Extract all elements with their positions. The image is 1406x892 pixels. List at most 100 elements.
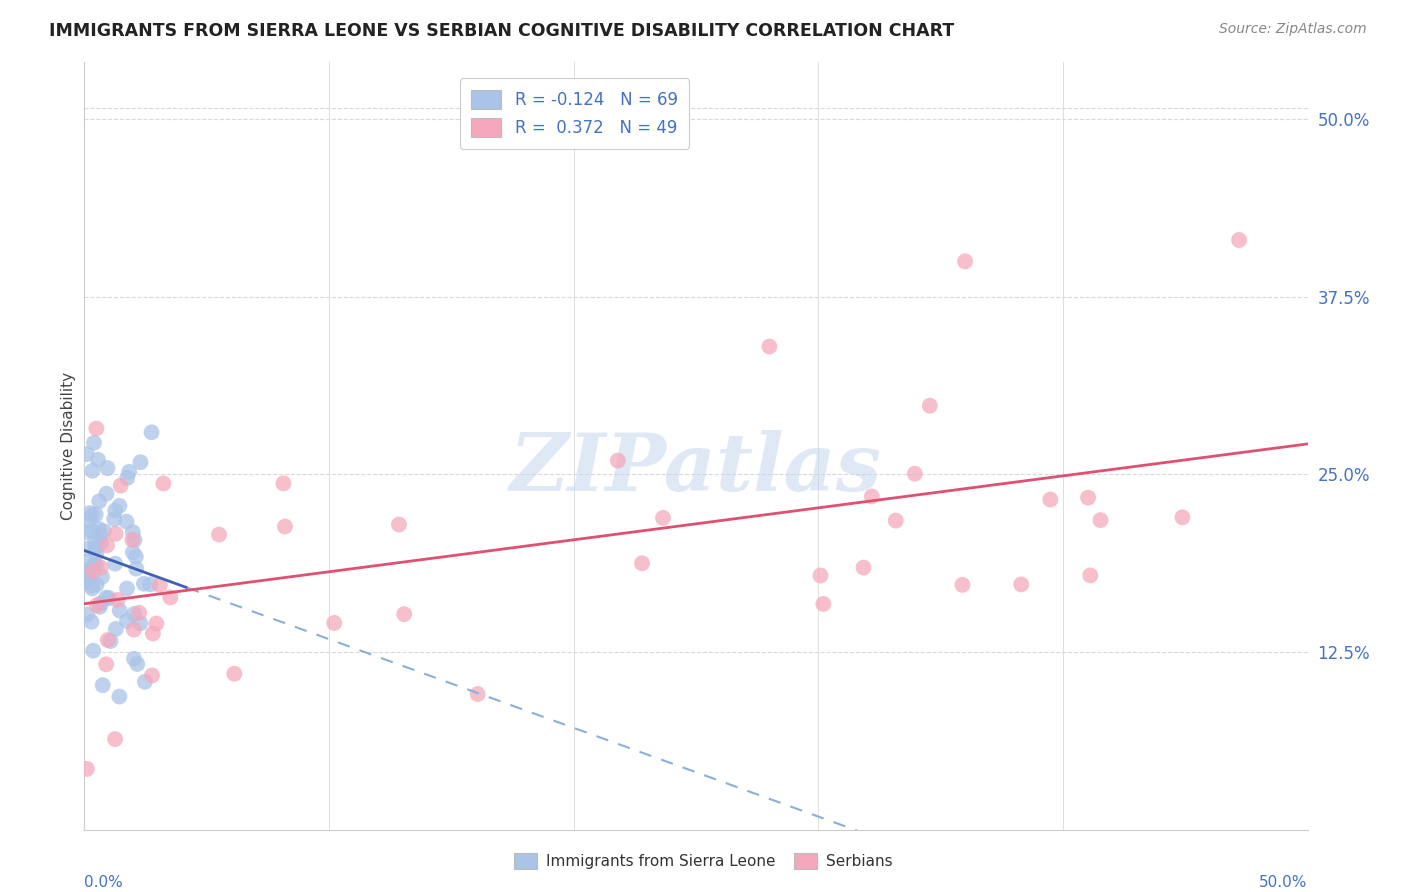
- Point: [117, 471, 139, 485]
- Point: [100, 634, 122, 648]
- Point: [76, 525, 98, 540]
- Point: [224, 666, 246, 681]
- Point: [141, 668, 163, 682]
- Point: [149, 578, 172, 592]
- Point: [129, 616, 152, 631]
- Point: [108, 690, 131, 704]
- Point: [950, 578, 973, 592]
- Point: [918, 399, 941, 413]
- Point: [1078, 568, 1101, 582]
- Point: [87, 452, 110, 467]
- Point: [152, 476, 174, 491]
- Point: [208, 527, 231, 541]
- Point: [104, 526, 127, 541]
- Point: [90, 535, 112, 549]
- Point: [84, 508, 107, 522]
- Point: [104, 557, 127, 571]
- Point: [134, 674, 156, 689]
- Point: [141, 425, 163, 440]
- Point: [884, 514, 907, 528]
- Point: [86, 577, 108, 591]
- Point: [90, 596, 112, 610]
- Point: [388, 517, 411, 532]
- Point: [274, 519, 297, 533]
- Text: 0.0%: 0.0%: [84, 875, 124, 890]
- Point: [107, 593, 129, 607]
- Point: [273, 476, 295, 491]
- Point: [79, 506, 101, 520]
- Point: [1010, 577, 1032, 591]
- Point: [89, 529, 111, 543]
- Point: [82, 643, 104, 657]
- Point: [87, 522, 110, 536]
- Point: [139, 577, 162, 591]
- Point: [76, 555, 98, 569]
- Point: [1039, 492, 1062, 507]
- Point: [86, 599, 108, 613]
- Point: [652, 511, 675, 525]
- Point: [90, 560, 112, 574]
- Point: [76, 447, 98, 461]
- Point: [392, 607, 415, 622]
- Text: ZIPatlas: ZIPatlas: [510, 430, 882, 508]
- Point: [76, 574, 98, 589]
- Point: [132, 576, 155, 591]
- Point: [159, 591, 181, 605]
- Point: [125, 549, 148, 564]
- Point: [86, 421, 108, 435]
- Point: [89, 599, 111, 614]
- Point: [758, 340, 780, 354]
- Point: [108, 604, 131, 618]
- Point: [97, 633, 120, 648]
- Point: [83, 435, 105, 450]
- Point: [852, 560, 875, 574]
- Point: [84, 534, 107, 549]
- Point: [96, 461, 118, 475]
- Point: [86, 547, 108, 561]
- Point: [467, 687, 489, 701]
- Point: [98, 591, 121, 606]
- Point: [813, 597, 835, 611]
- Text: 50.0%: 50.0%: [1260, 875, 1308, 890]
- Point: [323, 615, 346, 630]
- Point: [91, 678, 114, 692]
- Text: Source: ZipAtlas.com: Source: ZipAtlas.com: [1219, 22, 1367, 37]
- Point: [121, 533, 143, 547]
- Point: [103, 512, 125, 526]
- Point: [104, 732, 127, 747]
- Point: [1171, 510, 1194, 524]
- Point: [104, 622, 127, 636]
- Point: [1077, 491, 1099, 505]
- Legend: Immigrants from Sierra Leone, Serbians: Immigrants from Sierra Leone, Serbians: [508, 847, 898, 875]
- Point: [110, 478, 132, 492]
- Point: [145, 616, 167, 631]
- Point: [129, 455, 152, 469]
- Point: [122, 652, 145, 666]
- Point: [121, 525, 143, 540]
- Point: [118, 465, 141, 479]
- Point: [115, 582, 138, 596]
- Point: [96, 538, 118, 552]
- Point: [121, 545, 143, 559]
- Point: [77, 571, 100, 585]
- Point: [1227, 233, 1250, 247]
- Point: [124, 533, 146, 547]
- Point: [860, 490, 883, 504]
- Point: [89, 494, 111, 508]
- Point: [127, 657, 149, 671]
- Point: [108, 499, 131, 513]
- Point: [76, 564, 98, 578]
- Point: [80, 578, 103, 592]
- Point: [104, 503, 127, 517]
- Point: [953, 254, 976, 268]
- Point: [76, 607, 98, 622]
- Point: [904, 467, 927, 481]
- Point: [76, 762, 98, 776]
- Point: [93, 524, 115, 539]
- Point: [77, 513, 100, 527]
- Point: [84, 558, 107, 572]
- Point: [125, 562, 148, 576]
- Point: [122, 607, 145, 621]
- Point: [82, 582, 104, 596]
- Point: [810, 568, 832, 582]
